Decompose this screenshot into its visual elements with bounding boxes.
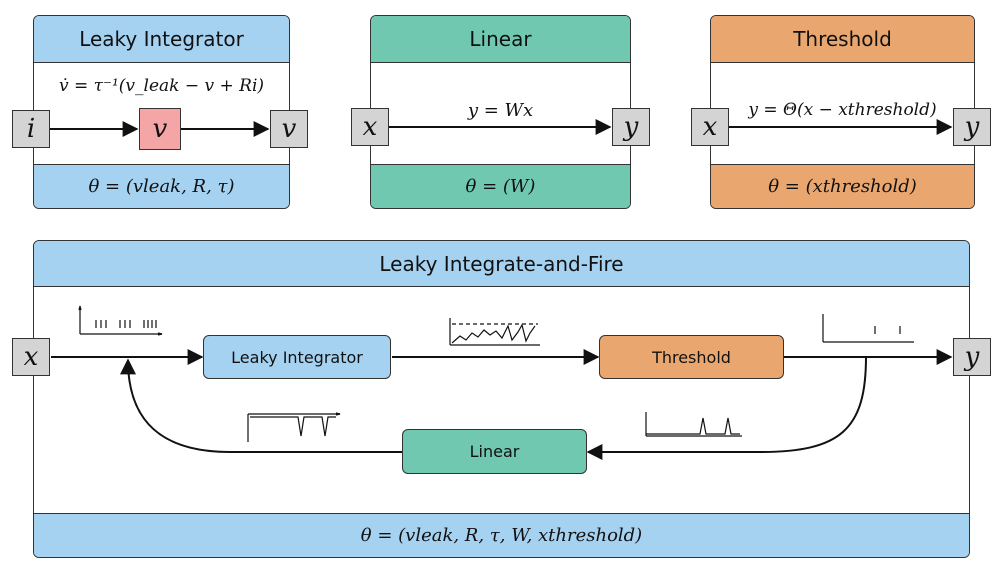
lif-header: Leaky Integrate-and-Fire [34,241,969,287]
feedback-plot [247,412,341,442]
lif-node-linear: Linear [402,429,587,474]
lif-params: θ = (vleak, R, τ, W, xthreshold) [360,525,643,546]
linear-title: Linear [469,27,532,51]
threshold-input-x: x [691,108,729,146]
linear-panel: Linear y = Wx θ = (W) [370,15,631,209]
threshold-header: Threshold [711,16,974,63]
lif-node-leaky-integrator: Leaky Integrator [203,335,391,379]
leaky-integrator-header: Leaky Integrator [34,16,289,63]
lif-title: Leaky Integrate-and-Fire [379,251,624,276]
leaky-integrator-input-i: i [12,110,50,148]
arrow-linear-to-sum [120,358,402,453]
leaky-integrator-params-band: θ = (vleak, R, τ) [34,164,289,208]
linear-params-band: θ = (W) [371,164,630,208]
lif-input-x: x [12,338,50,376]
linear-output-y: y [612,108,650,146]
lif-node-threshold: Threshold [599,335,784,379]
leaky-integrator-equation: v̇ = τ⁻¹(v_leak − v + Ri) [58,76,265,96]
leaky-integrator-title: Leaky Integrator [79,27,244,51]
leaky-integrator-state-v: v [139,108,181,150]
threshold-panel: Threshold y = Θ(x − xthreshold) θ = (xth… [710,15,975,209]
arrow-feedback-to-linear [586,356,867,460]
threshold-equation: y = Θ(x − xthreshold) [748,100,937,120]
threshold-title: Threshold [793,27,892,51]
lif-output-y: y [953,338,991,376]
membrane-potential-plot [449,318,540,346]
lif-params-band: θ = (vleak, R, τ, W, xthreshold) [34,513,969,557]
linear-equation: y = Wx [467,100,534,121]
lif-panel: Leaky Integrate-and-Fire θ = (vleak, R, … [33,240,970,558]
leaky-integrator-panel: Leaky Integrator v̇ = τ⁻¹(v_leak − v + R… [33,15,290,209]
threshold-pulse-plot [645,412,742,437]
linear-input-x: x [351,108,389,146]
leaky-integrator-params: θ = (vleak, R, τ) [88,176,235,197]
linear-header: Linear [371,16,630,63]
leaky-integrator-output-v: v [270,110,308,148]
output-spike-plot [822,314,914,343]
threshold-output-y: y [953,108,991,146]
threshold-params-band: θ = (xthreshold) [711,164,974,208]
input-spike-plot [78,305,163,336]
threshold-params: θ = (xthreshold) [768,176,917,197]
linear-params: θ = (W) [465,176,536,197]
